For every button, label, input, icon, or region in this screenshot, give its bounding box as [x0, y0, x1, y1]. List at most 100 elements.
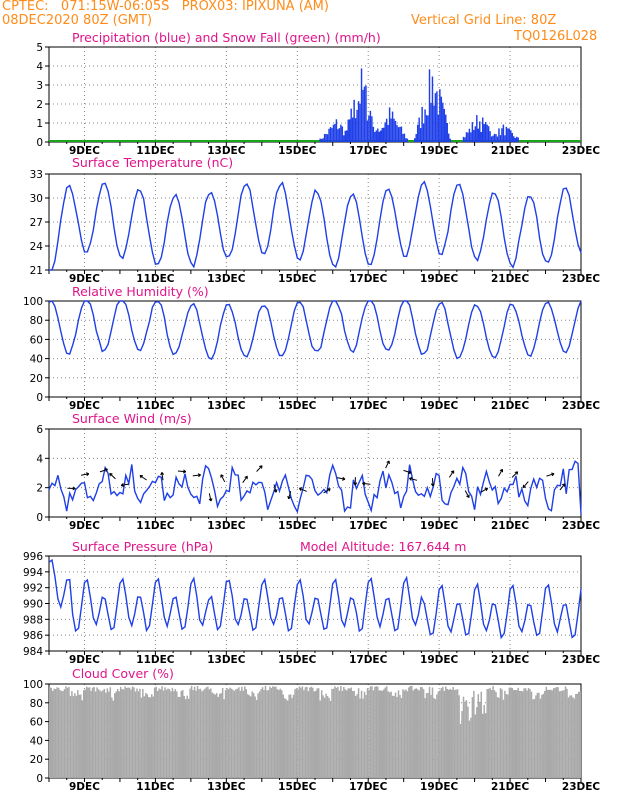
cloud-bar: [202, 690, 205, 778]
cloud-bar: [504, 690, 506, 778]
cloud-bar: [278, 690, 280, 778]
precip-bar: [448, 133, 450, 142]
x-date-label: 17DEC: [349, 654, 388, 666]
cloud-bar: [51, 690, 54, 778]
temperature-line: [49, 180, 582, 271]
precip-bar: [477, 128, 480, 142]
cloud-bar: [295, 688, 298, 778]
precip-bar: [446, 122, 448, 142]
cloud-bar: [143, 696, 146, 778]
wind-arrow: [385, 460, 390, 469]
precip-bar: [366, 120, 369, 142]
cloud-bar: [480, 691, 483, 778]
cloud-bar: [387, 691, 389, 778]
precip-bar: [436, 91, 438, 142]
cloud-bar: [424, 698, 426, 778]
cloud-bar: [517, 687, 519, 778]
cloud-bar: [471, 697, 474, 778]
cloud-bar: [193, 686, 196, 778]
precip-bar: [347, 119, 349, 142]
y-tick-label: 20: [30, 373, 43, 385]
cloud-bar: [116, 689, 119, 778]
cloud-bar: [356, 694, 358, 778]
x-date-label: 11DEC: [136, 781, 175, 793]
cloud-bar: [215, 693, 218, 778]
precip-bar: [357, 101, 360, 142]
cloud-bar: [208, 689, 211, 778]
precip-bar: [362, 89, 364, 142]
cloud-bar: [257, 693, 259, 778]
cloud-bar: [408, 687, 410, 778]
cloud-bar: [238, 687, 240, 778]
x-date-label: 21DEC: [491, 654, 530, 666]
cloud-bar: [213, 693, 215, 778]
precip-bar: [465, 132, 468, 142]
cloud-bar: [171, 687, 174, 778]
precip-bar: [344, 130, 347, 142]
cloud-bar: [60, 691, 63, 778]
cloud-bar: [524, 688, 527, 778]
precip-bar: [462, 136, 465, 142]
precip-bar: [419, 128, 422, 142]
cloud-bar: [521, 691, 524, 778]
precip-bar: [470, 132, 472, 142]
cloud-bar: [579, 691, 582, 778]
cloud-bar: [214, 694, 217, 778]
wind-arrow: [177, 469, 187, 474]
model-altitude: Model Altitude: 167.644 m: [300, 539, 467, 554]
precip-bar: [514, 138, 516, 142]
x-date-label: 23DEC: [562, 273, 601, 285]
cloud-bar: [449, 688, 451, 778]
x-date-label: 13DEC: [207, 145, 246, 157]
cloud-bar: [106, 688, 109, 778]
cloud-bar: [366, 688, 369, 778]
cloud-bar: [255, 699, 258, 778]
cloud-bar: [131, 686, 134, 778]
precip-bar: [360, 68, 363, 142]
cloud-bar: [399, 695, 401, 778]
cloud-bar: [462, 696, 465, 778]
humidity-line: [48, 300, 582, 361]
precip-bar: [394, 120, 397, 142]
cloud-bar: [99, 690, 101, 778]
precip-bar: [335, 119, 338, 142]
cloud-bar: [244, 686, 246, 778]
cloud-bar: [260, 689, 262, 778]
cloud-bar: [165, 689, 168, 778]
cloud-bar: [328, 697, 330, 778]
cloud-bar: [164, 687, 166, 778]
precip-bar: [434, 93, 437, 142]
cloud-bar: [554, 687, 556, 778]
cloud-bar: [245, 689, 248, 778]
pressure-title: Surface Pressure (hPa): [72, 539, 214, 554]
cloud-bar: [527, 687, 530, 778]
precip-bar: [464, 137, 466, 142]
precip-bar: [508, 128, 511, 142]
cloud-bar: [227, 689, 230, 778]
cloud-bar: [155, 686, 157, 778]
cloud-bar: [396, 696, 398, 778]
precip-bar: [341, 126, 344, 142]
cloud-bar: [403, 690, 406, 778]
precip-bar: [484, 122, 487, 142]
cloud-bar: [220, 693, 222, 778]
cloud-bar: [100, 691, 103, 778]
cloud-title: Cloud Cover (%): [72, 666, 174, 681]
precip-bar: [363, 86, 366, 142]
x-date-label: 15DEC: [278, 400, 317, 412]
x-date-label: 9DEC: [69, 781, 100, 793]
precip-bar: [348, 119, 351, 142]
cloud-bar: [570, 695, 573, 778]
cloud-bar: [241, 686, 243, 778]
precip-bar: [396, 125, 398, 142]
cloud-bar: [291, 698, 293, 778]
y-tick-label: 40: [30, 354, 43, 366]
precip-bar: [380, 130, 382, 142]
precip-bar: [403, 133, 406, 142]
y-tick-label: 0: [36, 137, 43, 149]
precip-bar: [320, 138, 323, 142]
cloud-bar: [230, 688, 233, 778]
x-date-label: 15DEC: [278, 520, 317, 532]
x-date-label: 19DEC: [420, 145, 459, 157]
